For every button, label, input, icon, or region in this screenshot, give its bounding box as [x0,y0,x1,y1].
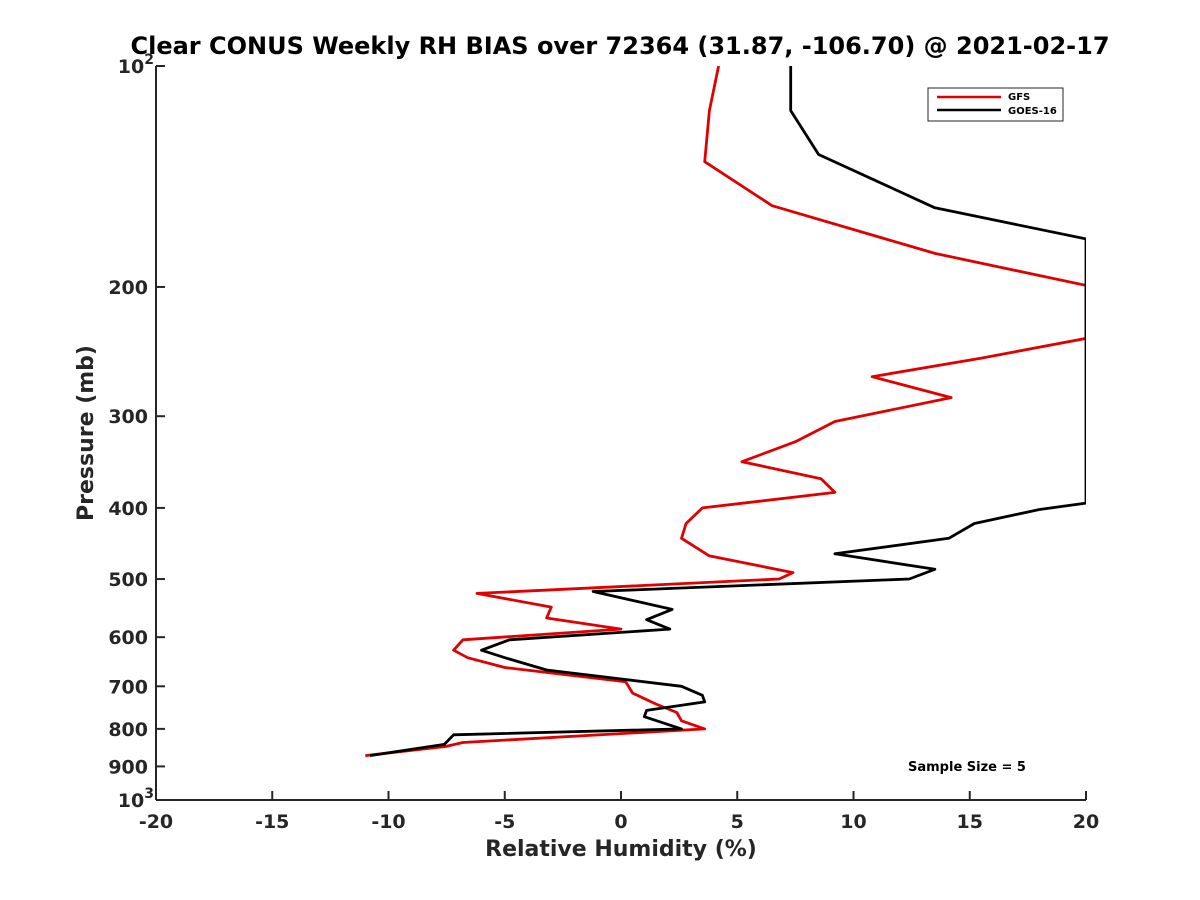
x-tick-label: 20 [1073,811,1099,833]
x-axis-label: Relative Humidity (%) [485,837,757,862]
x-tick-label: -15 [255,811,289,833]
chart-title: Clear CONUS Weekly RH BIAS over 72364 (3… [130,32,1109,60]
y-tick-label: 102 [118,52,154,78]
x-tick-label: -5 [494,811,515,833]
legend: GFS GOES-16 [927,87,1064,122]
axes-layer: -20 -15 -10 -5 0 5 10 15 20 102 200 300 400 500 600 700… [108,52,1099,833]
legend-label-goes-16: GOES-16 [1008,106,1057,117]
legend-label-gfs: GFS [1008,92,1030,103]
y-axis-label: Pressure (mb) [74,345,99,521]
sample-size-annotation: Sample Size = 5 [908,760,1026,775]
x-tick-label: 5 [731,811,744,833]
y-tick-label: 400 [108,498,148,520]
y-tick-label: 200 [108,277,148,299]
y-tick-label: 600 [108,627,148,649]
y-tick-label: 103 [118,786,154,812]
x-tick-label: 0 [614,811,627,833]
series-line-gfs [365,66,1086,757]
y-tick-label: 500 [108,569,148,591]
series-layer [365,66,1086,757]
x-tick-label: -10 [371,811,405,833]
legend-box [927,87,1064,122]
y-tick-label: 800 [108,719,148,741]
y-tick-label: 700 [108,676,148,698]
y-tick-label: 900 [108,756,148,778]
x-tick-label: 15 [957,811,983,833]
x-tick-label: 10 [840,811,866,833]
x-tick-label: -20 [139,811,173,833]
series-line-goes-16 [369,66,1086,757]
y-tick-label: 300 [108,406,148,428]
